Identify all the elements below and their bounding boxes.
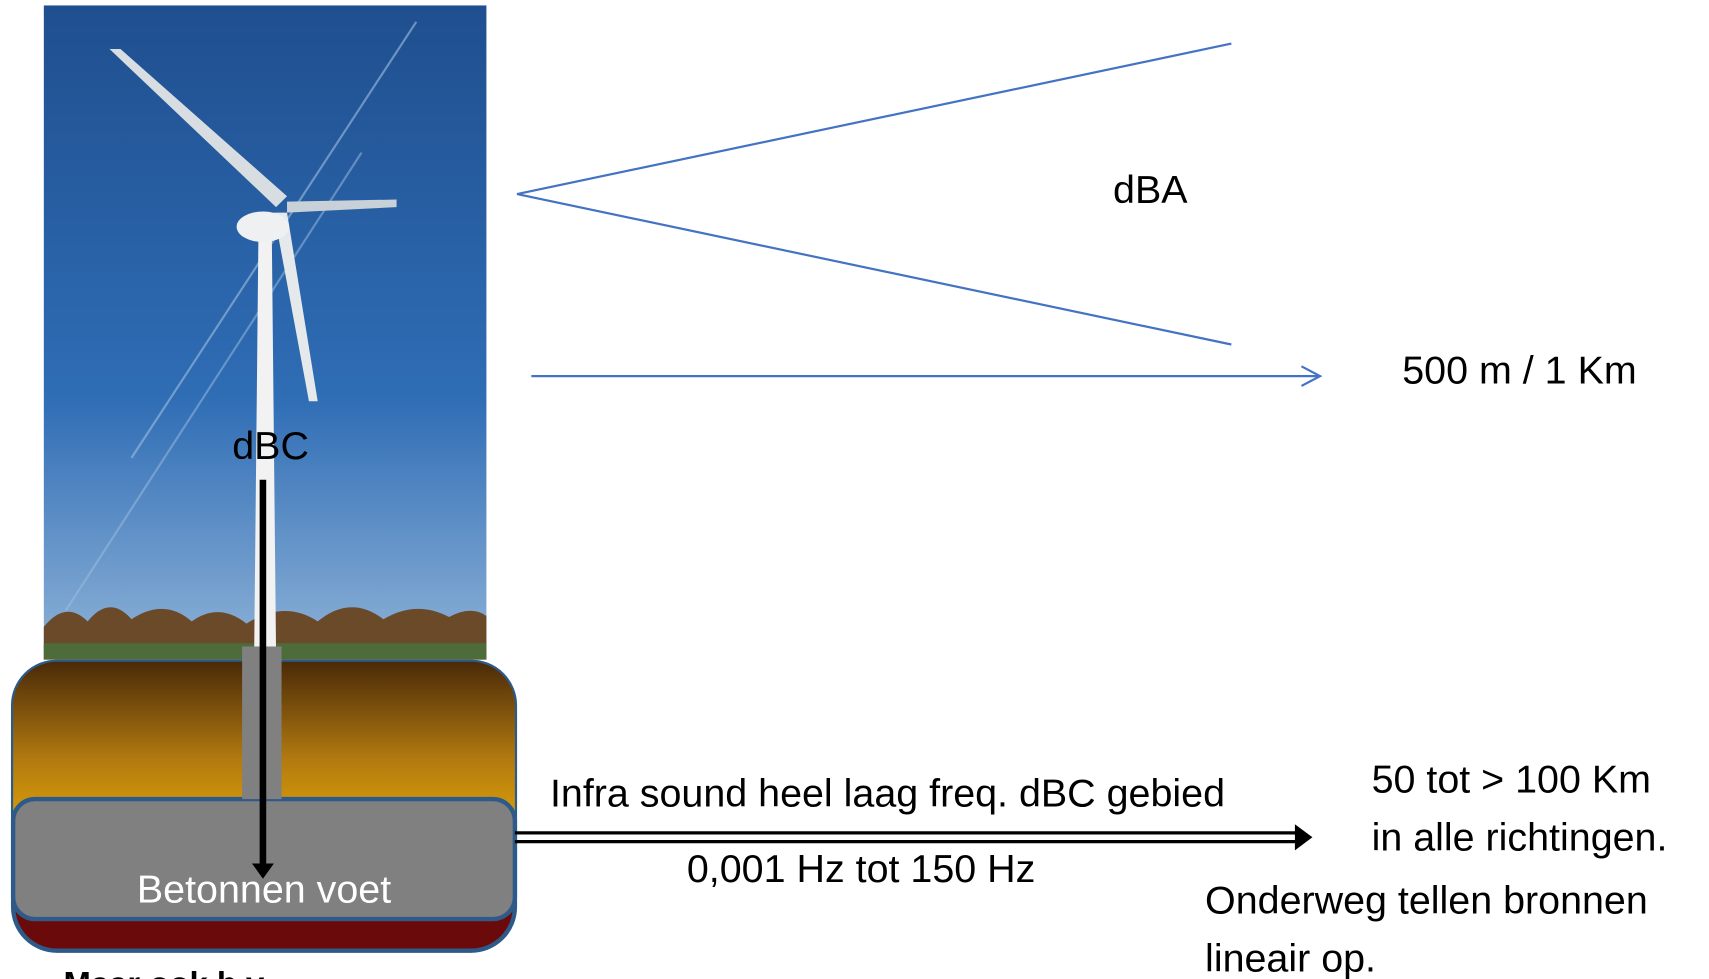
note: lineair op. — [1205, 936, 1376, 979]
label-infra: Infra sound heel laag freq. dBC gebied — [550, 772, 1225, 816]
footer-text: Maar ook b.v. — [64, 964, 271, 979]
label-foundation: Betonnen voet — [137, 868, 391, 912]
label-dba: dBA — [1113, 168, 1188, 212]
label-infra-direction: in alle richtingen. — [1372, 815, 1668, 859]
page: dBA 500 m / 1 Km dBC Betonnen voet Infra… — [0, 0, 1709, 979]
label-frequency: 0,001 Hz tot 150 Hz — [687, 847, 1035, 891]
footer-clip: Maar ook b.v. — [64, 964, 271, 979]
slide: dBA 500 m / 1 Km dBC Betonnen voet Infra… — [0, 0, 1709, 979]
label-infra-distance: 50 tot > 100 Km — [1372, 758, 1651, 802]
label-distance: 500 m / 1 Km — [1402, 349, 1636, 393]
note: Onderweg tellen bronnen — [1205, 879, 1648, 923]
label-dbc: dBC — [232, 424, 309, 468]
